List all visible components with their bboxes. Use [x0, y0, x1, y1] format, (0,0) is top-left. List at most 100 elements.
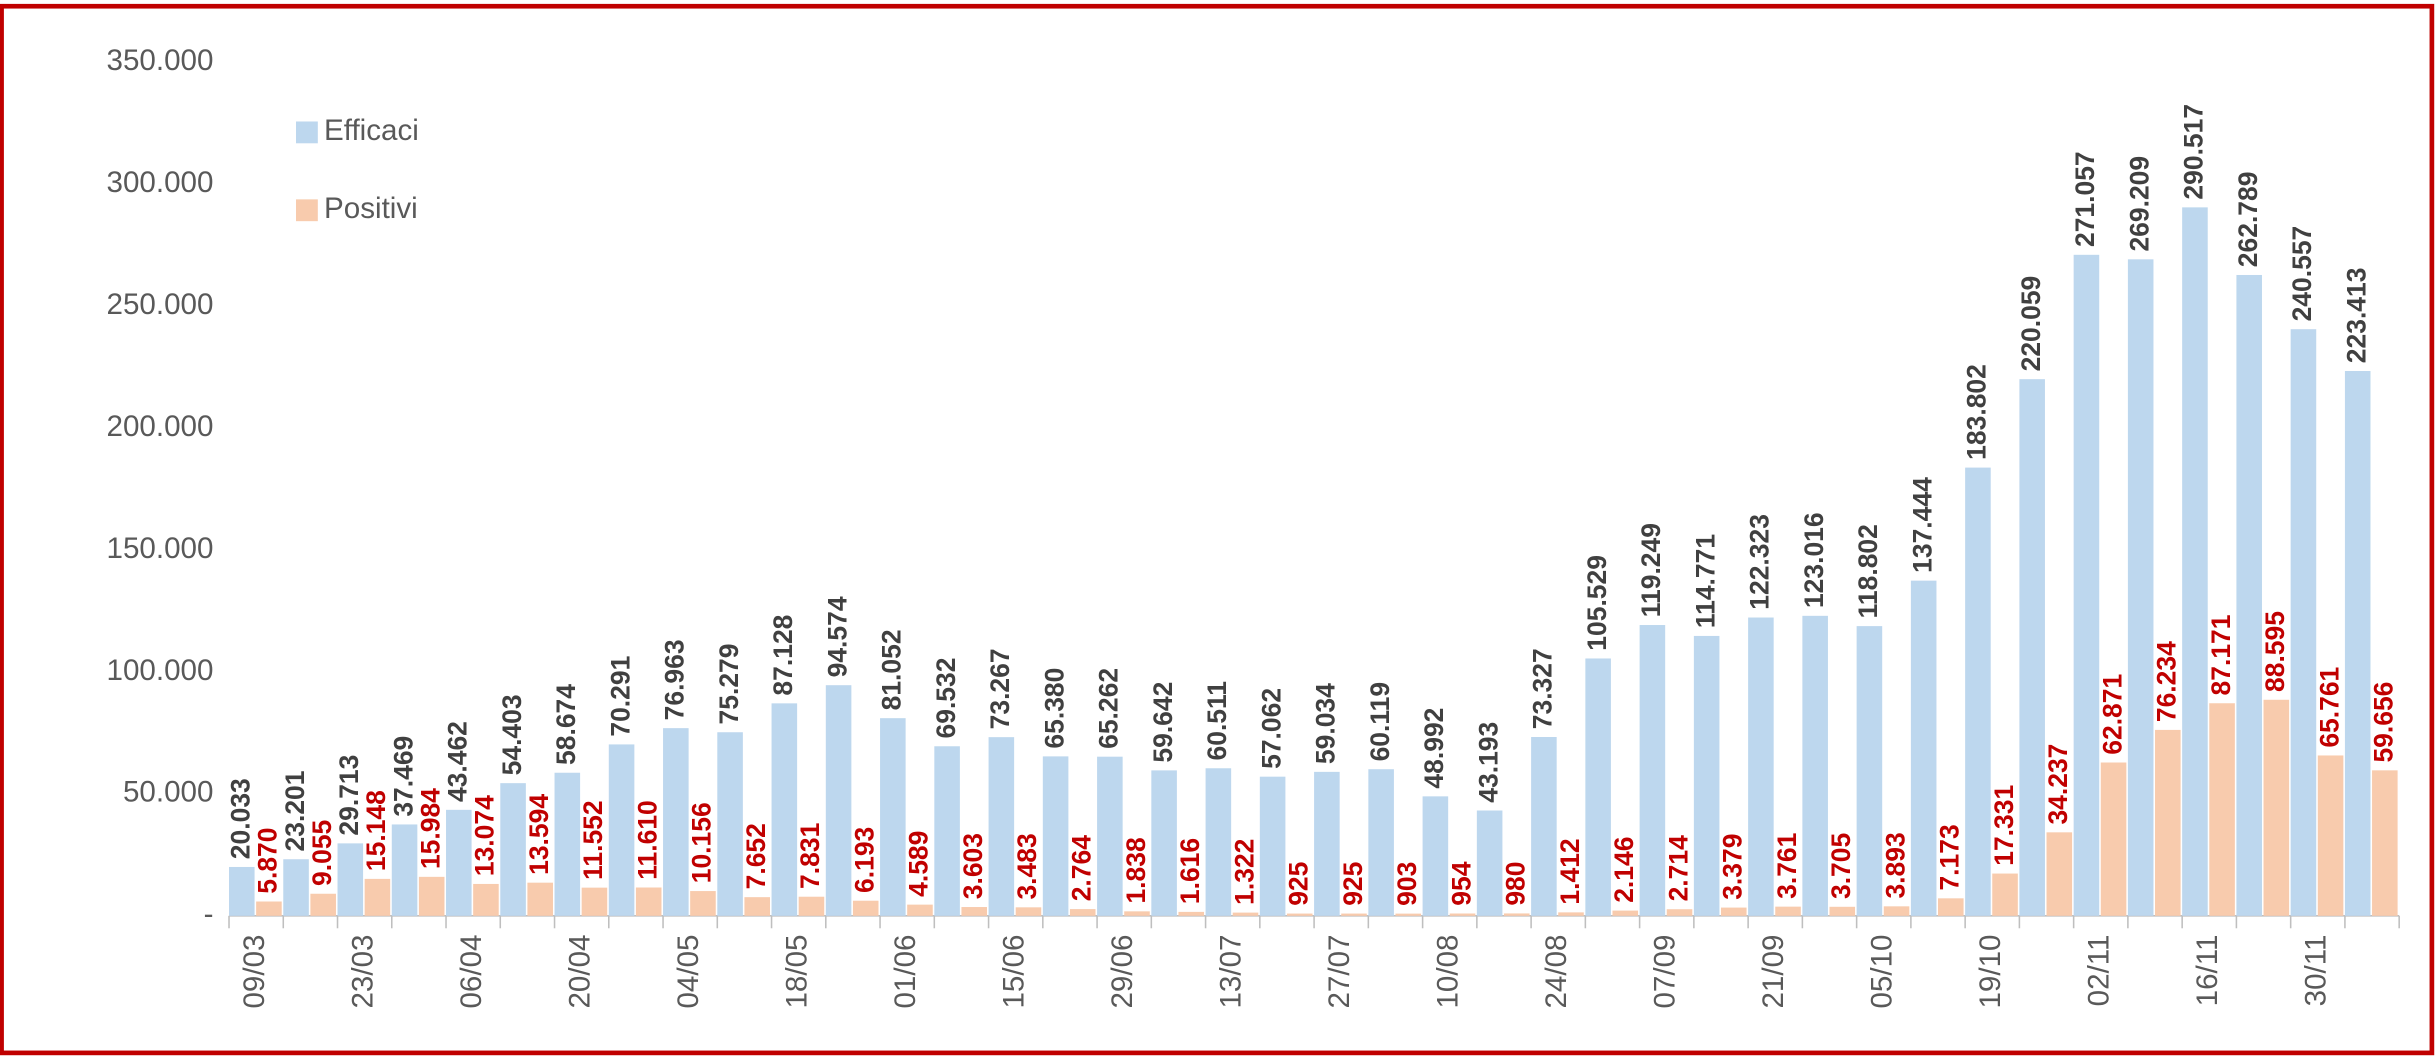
value-label: 9.055	[307, 820, 337, 886]
value-label: 34.237	[2043, 744, 2073, 825]
value-label: 65.262	[1094, 668, 1124, 749]
x-tick-label: 04/05	[672, 935, 705, 1009]
value-label: 13.594	[524, 794, 554, 875]
value-label: 925	[1338, 862, 1368, 906]
bar	[1965, 467, 1991, 916]
value-label: 290.517	[2179, 104, 2209, 200]
value-label: 65.380	[1039, 668, 1069, 749]
chart-border	[0, 3, 2435, 1056]
value-label: 65.761	[2314, 667, 2344, 748]
x-tick-label: 13/07	[1215, 935, 1248, 1009]
bar	[2019, 379, 2045, 916]
value-label: 6.193	[849, 827, 879, 893]
bar	[1802, 615, 1828, 916]
bar	[880, 718, 906, 916]
value-label: 69.532	[931, 658, 961, 739]
value-label: 5.870	[253, 827, 283, 893]
bar	[1286, 913, 1313, 916]
value-label: 122.323	[1745, 514, 1775, 610]
value-label: 1.838	[1121, 837, 1151, 903]
bar	[391, 824, 418, 916]
value-label: 114.771	[1690, 534, 1720, 628]
x-tick-label: 24/08	[1540, 935, 1573, 1009]
value-label: 15.984	[415, 788, 445, 869]
bar	[1992, 873, 2018, 916]
bar	[2100, 762, 2127, 916]
bar	[934, 746, 960, 916]
bar	[256, 901, 282, 916]
bar	[446, 809, 472, 916]
bar	[1151, 770, 1177, 916]
value-label: 3.761	[1772, 833, 1802, 899]
value-label: 94.574	[822, 596, 852, 677]
bar	[1558, 912, 1584, 916]
bar	[418, 876, 445, 916]
value-label: 271.057	[2070, 151, 2100, 247]
bar	[1883, 906, 1910, 916]
bar	[1748, 617, 1774, 916]
value-label: 48.992	[1419, 708, 1449, 789]
bar	[988, 737, 1015, 916]
value-label: 73.267	[985, 648, 1015, 729]
y-tick-label: 200.000	[106, 410, 213, 443]
bar	[1720, 907, 1747, 916]
y-tick-label: 50.000	[123, 776, 213, 809]
bar	[1395, 913, 1422, 916]
bar	[2182, 207, 2208, 916]
value-label: 20.033	[226, 778, 256, 859]
value-label: 3.603	[958, 833, 988, 899]
bar	[337, 843, 364, 916]
value-label: 13.074	[470, 795, 500, 876]
y-tick-label: 250.000	[106, 288, 213, 321]
value-label: 88.595	[2260, 611, 2290, 692]
value-label: 43.462	[443, 721, 473, 802]
bar	[1205, 768, 1232, 916]
bar	[771, 703, 798, 916]
value-label: 37.469	[388, 736, 418, 817]
value-label: 54.403	[497, 694, 527, 775]
bar	[1639, 625, 1666, 916]
value-label: 62.871	[2097, 674, 2127, 755]
bar	[825, 685, 852, 916]
bar	[1178, 911, 1205, 916]
x-tick-label: 01/06	[889, 935, 922, 1009]
y-tick-label: 150.000	[106, 532, 213, 565]
bar	[1449, 913, 1476, 916]
value-label: 15.148	[361, 790, 391, 871]
value-label: 59.656	[2369, 682, 2399, 763]
bar	[500, 783, 526, 916]
bar	[2236, 274, 2262, 916]
bar	[527, 882, 553, 916]
value-label: 262.789	[2233, 172, 2263, 268]
value-label: 81.052	[877, 629, 907, 710]
bar	[1341, 913, 1367, 916]
bar	[1422, 796, 1449, 916]
bar	[1069, 909, 1096, 916]
bar	[581, 887, 608, 916]
x-tick-label: 19/10	[1974, 935, 2007, 1009]
bar	[1856, 626, 1883, 916]
bar	[744, 897, 770, 916]
value-label: 1.322	[1229, 839, 1259, 905]
x-tick-label: 07/09	[1649, 935, 1682, 1009]
bar	[717, 732, 743, 916]
value-label: 220.059	[2016, 276, 2046, 372]
legend-swatch	[296, 199, 318, 222]
bar	[1259, 776, 1286, 916]
x-tick-label: 06/04	[455, 935, 488, 1009]
value-label: 87.128	[768, 615, 798, 696]
legend-label: Positivi	[324, 192, 418, 225]
value-label: 240.557	[2287, 226, 2317, 322]
value-label: 59.034	[1311, 683, 1341, 764]
x-tick-label: 20/04	[563, 935, 596, 1009]
value-label: 57.062	[1256, 688, 1286, 769]
bar	[1368, 769, 1394, 916]
bar	[1097, 756, 1123, 916]
bar	[907, 904, 933, 916]
value-label: 76.234	[2152, 641, 2182, 722]
bar	[2263, 699, 2290, 916]
value-label: 223.413	[2341, 268, 2371, 364]
value-label: 980	[1501, 861, 1531, 905]
value-label: 119.249	[1636, 523, 1666, 617]
